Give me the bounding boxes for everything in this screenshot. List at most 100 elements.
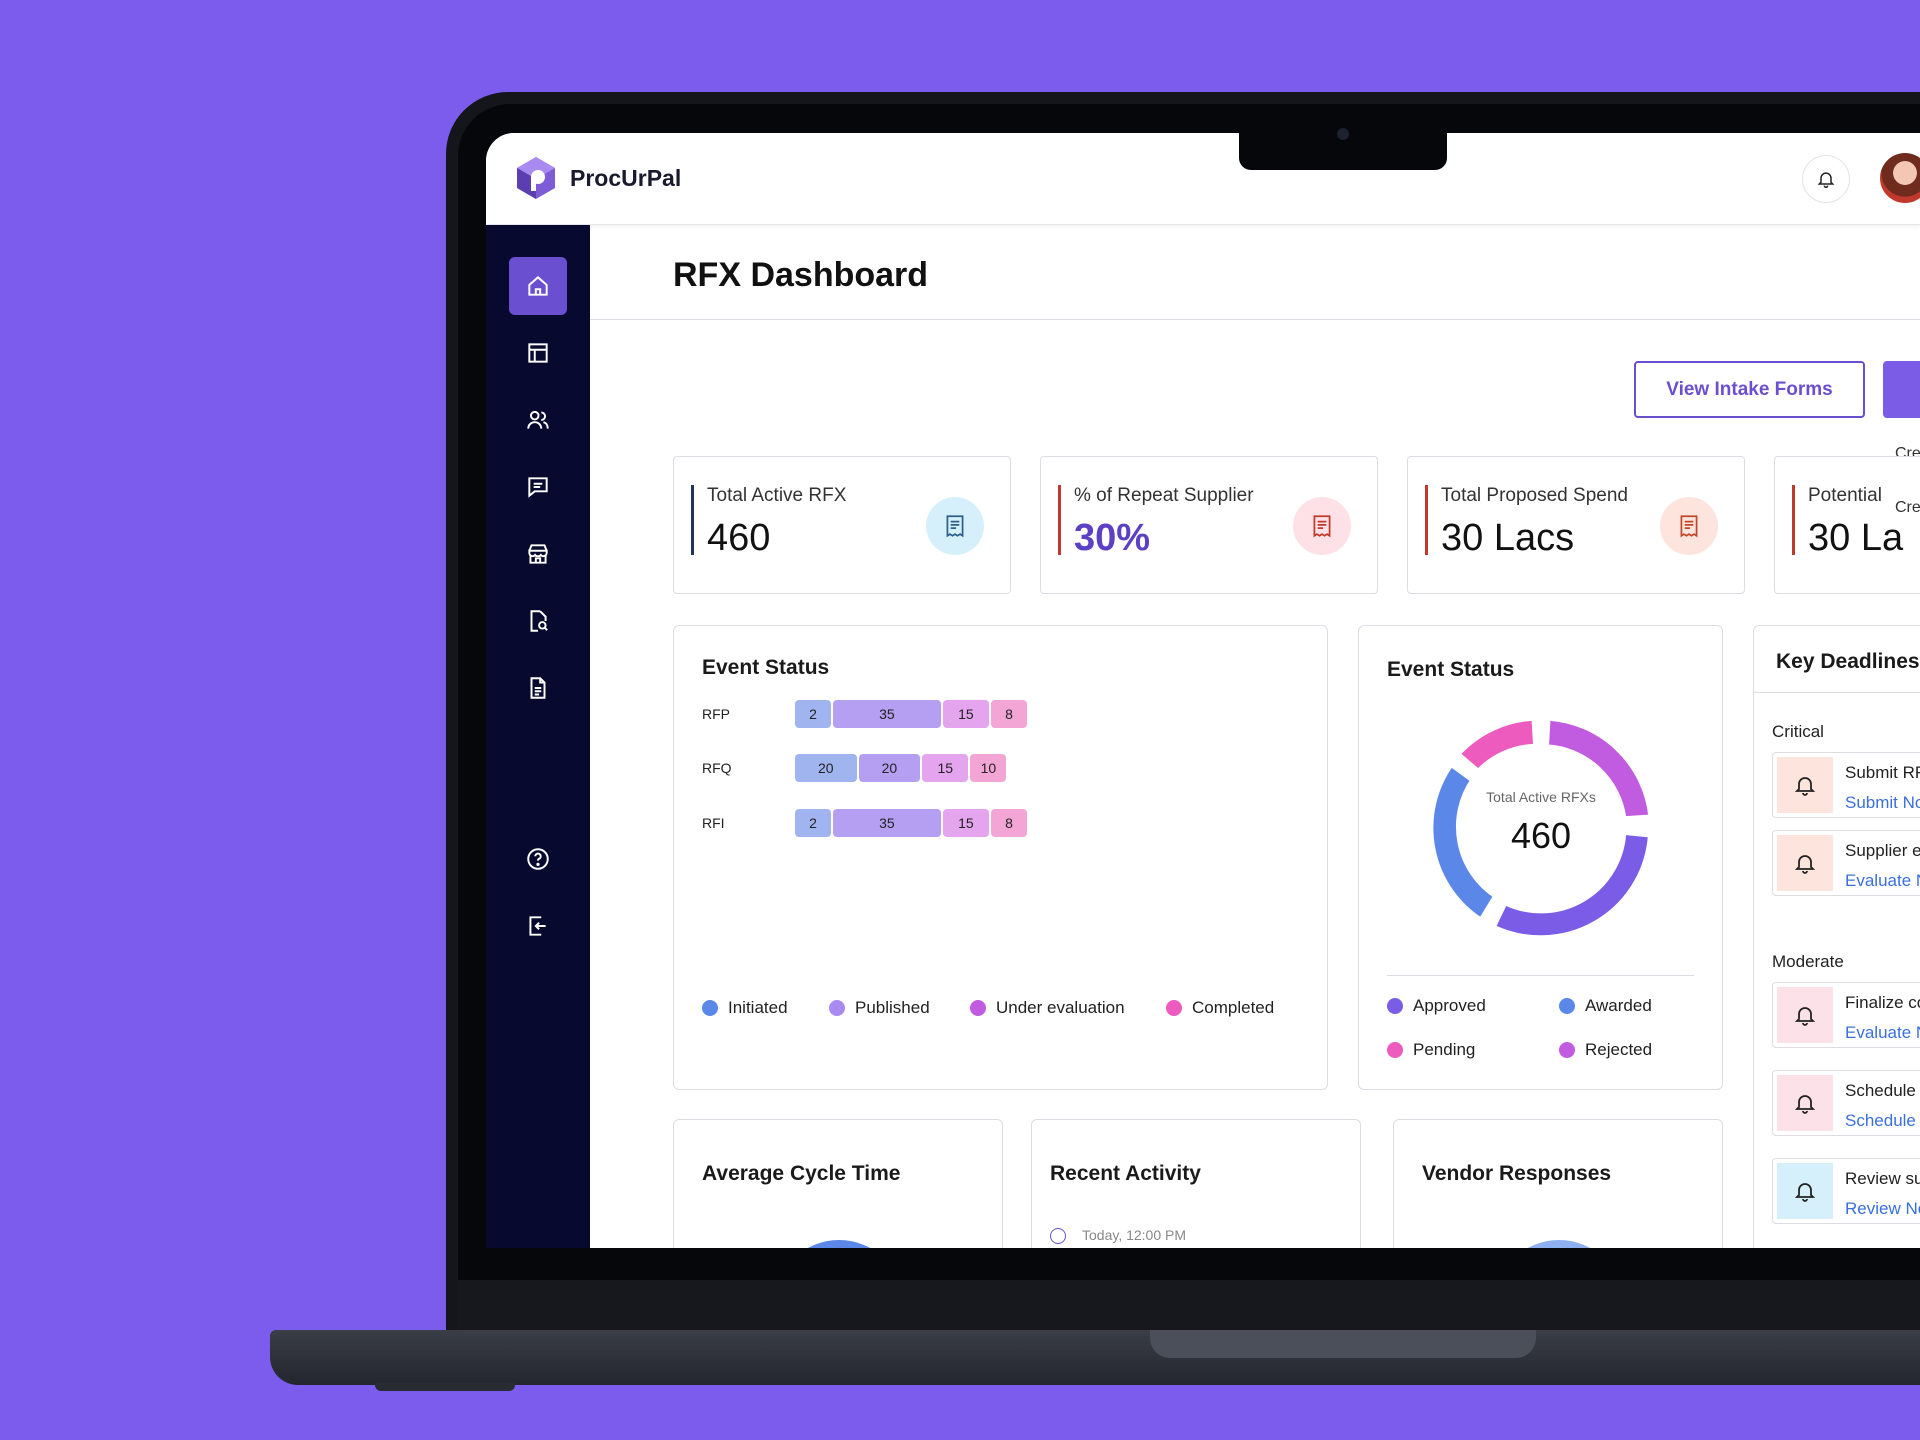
- legend-item-under-evaluation: Under evaluation: [970, 998, 1125, 1018]
- deadline-item[interactable]: Finalize co Evaluate N: [1772, 982, 1920, 1048]
- legend-label: Approved: [1413, 996, 1486, 1015]
- bell-icon: [1777, 1075, 1833, 1131]
- layout-icon: [528, 343, 548, 363]
- logout-icon: [529, 916, 546, 936]
- sidebar-item-layout[interactable]: [509, 324, 567, 382]
- sidebar-item-documents[interactable]: [509, 659, 567, 717]
- laptop-bottom-bezel: [458, 1280, 1920, 1330]
- timeline-dot: [1050, 1228, 1066, 1244]
- camera-icon: [1337, 128, 1349, 140]
- sidebar-item-logout[interactable]: [509, 897, 567, 955]
- deadline-title: Supplier e: [1845, 841, 1920, 860]
- sidebar-item-file-search[interactable]: [509, 592, 567, 650]
- card-title: Vendor Responses: [1422, 1162, 1612, 1185]
- users-icon: [527, 410, 549, 429]
- kpi-card-potential: Potential 30 La Cre: [1774, 456, 1920, 594]
- deadline-link[interactable]: Evaluate N: [1845, 871, 1920, 890]
- sidebar-item-home[interactable]: [509, 257, 567, 315]
- top-bar: ProcUrPal: [486, 133, 1920, 225]
- notifications-button[interactable]: [1802, 155, 1850, 203]
- document-icon: [530, 677, 546, 699]
- laptop-foot: [375, 1383, 515, 1391]
- deadline-link[interactable]: Review No: [1845, 1199, 1920, 1218]
- laptop-base: [270, 1330, 1920, 1385]
- deadline-link[interactable]: Submit No: [1845, 793, 1920, 812]
- bar-row-label: RFI: [702, 815, 725, 831]
- logo-icon: [517, 157, 555, 199]
- bar-row-label: RFP: [702, 706, 730, 722]
- kpi-card-repeat-supplier: % of Repeat Supplier 30%: [1040, 456, 1378, 594]
- bell-icon: [1817, 172, 1835, 189]
- bar-row-label: RFQ: [702, 760, 732, 776]
- activity-time: Today, 12:00 PM: [1082, 1227, 1187, 1243]
- donut-segment-approved: [1489, 829, 1654, 941]
- kpi-card-proposed-spend: Total Proposed Spend 30 Lacs: [1407, 456, 1745, 594]
- sidebar-item-help[interactable]: [509, 830, 567, 888]
- card-title: Event Status: [702, 656, 830, 679]
- legend-label: Published: [855, 998, 930, 1017]
- app-logo[interactable]: ProcUrPal: [514, 155, 681, 201]
- legend-label: Initiated: [728, 998, 788, 1017]
- bar-segment-completed[interactable]: 8: [990, 700, 1027, 728]
- bar-segment-under-evaluation[interactable]: 15: [942, 809, 989, 837]
- deadline-item[interactable]: Schedule Schedule: [1772, 1070, 1920, 1136]
- user-avatar[interactable]: [1880, 153, 1920, 203]
- deadline-title: Schedule: [1845, 1081, 1916, 1100]
- donut-chart: Total Active RFXs 460: [1428, 715, 1654, 941]
- card-title: Average Cycle Time: [702, 1162, 901, 1185]
- sidebar-item-store[interactable]: [509, 525, 567, 583]
- kpi-label: % of Repeat Supplier: [1074, 485, 1254, 506]
- view-intake-forms-button[interactable]: View Intake Forms: [1634, 361, 1865, 418]
- legend-item-pending: Pending: [1387, 1040, 1475, 1060]
- section-moderate: Moderate: [1772, 952, 1844, 971]
- kpi-value: 30%: [1074, 517, 1151, 559]
- bar-segment-published[interactable]: 35: [833, 809, 941, 837]
- bar-segment-under-evaluation[interactable]: 15: [942, 700, 989, 728]
- bar-segment-completed[interactable]: 10: [970, 754, 1007, 782]
- bar-row-rfq: RFQ 20 20 15 10: [702, 754, 1008, 782]
- donut-center-value: 460: [1511, 815, 1571, 856]
- deadline-title: Finalize co: [1845, 993, 1920, 1012]
- deadlines-divider: [1754, 692, 1920, 693]
- help-icon: [527, 848, 549, 870]
- event-status-bar-card: Event Status RFP 2 35 15 8 RFQ 20 20 15 10 RFI 2 35 1…: [673, 625, 1328, 1090]
- donut-divider: [1387, 975, 1694, 976]
- sidebar-item-messages[interactable]: [509, 458, 567, 516]
- bar-segment-initiated[interactable]: 20: [795, 754, 857, 782]
- kpi-label: Total Active RFX: [707, 485, 847, 506]
- vendor-responses-gauge: [1494, 1240, 1624, 1248]
- kpi-accent-bar: [691, 485, 694, 555]
- bar-segment-published[interactable]: 20: [858, 754, 921, 782]
- message-icon: [528, 477, 548, 498]
- sidebar: [486, 225, 590, 1248]
- bar-segment-under-evaluation[interactable]: 15: [922, 754, 969, 782]
- legend-dot: [702, 1000, 718, 1016]
- deadline-link[interactable]: Schedule: [1845, 1111, 1916, 1130]
- file-search-icon: [530, 610, 548, 632]
- legend-label: Completed: [1192, 998, 1275, 1017]
- bar-segment-published[interactable]: 35: [833, 700, 941, 728]
- deadline-item[interactable]: Review su Review No: [1772, 1158, 1920, 1224]
- sidebar-item-users[interactable]: [509, 391, 567, 449]
- deadline-item[interactable]: Supplier e Evaluate N: [1772, 830, 1920, 896]
- bar-segment-completed[interactable]: 8: [990, 809, 1027, 837]
- key-deadlines-card: Key Deadlines Critical Submit RF Submit …: [1753, 625, 1920, 1248]
- receipt-icon: [926, 497, 984, 555]
- title-divider: [590, 319, 1920, 320]
- deadline-link[interactable]: Evaluate N: [1845, 1023, 1920, 1042]
- average-cycle-time-card: Average Cycle Time: [673, 1119, 1003, 1248]
- legend-dot: [1387, 1042, 1403, 1058]
- bar-segment-initiated[interactable]: 2: [795, 809, 831, 837]
- receipt-icon: [1293, 497, 1351, 555]
- kpi-value: 30 Lacs: [1441, 517, 1575, 559]
- create-button[interactable]: [1883, 361, 1920, 418]
- legend-item-published: Published: [829, 998, 930, 1018]
- legend-item-awarded: Awarded: [1559, 996, 1652, 1016]
- page-title: RFX Dashboard: [673, 256, 929, 294]
- receipt-icon: [1660, 497, 1718, 555]
- legend-label: Under evaluation: [996, 998, 1125, 1017]
- legend-dot: [1559, 998, 1575, 1014]
- deadline-item[interactable]: Submit RF Submit No: [1772, 752, 1920, 818]
- bar-segment-initiated[interactable]: 2: [795, 700, 831, 728]
- legend-dot: [1387, 998, 1403, 1014]
